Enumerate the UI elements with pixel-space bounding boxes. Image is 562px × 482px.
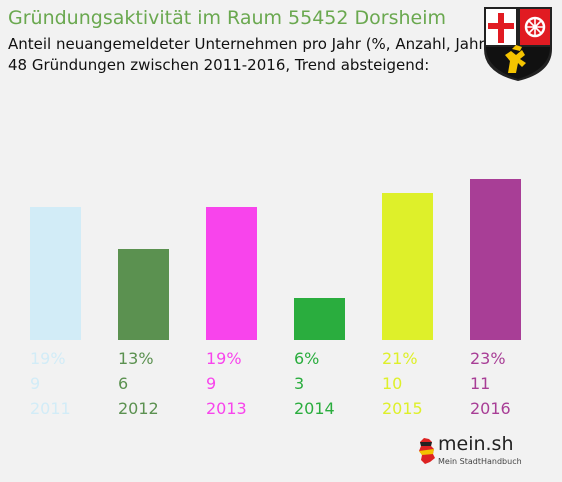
value-label-2011: 19% bbox=[30, 349, 66, 368]
logo-name: mein.sh bbox=[438, 433, 514, 455]
value-label-2015: 21% bbox=[382, 349, 418, 368]
year-label-2012: 2012 bbox=[118, 399, 159, 418]
bar-2014 bbox=[294, 298, 345, 340]
count-label-2016: 11 bbox=[470, 374, 490, 393]
value-label-2014: 6% bbox=[294, 349, 319, 368]
bar-2015 bbox=[382, 193, 433, 340]
year-label-2014: 2014 bbox=[294, 399, 335, 418]
chart-subtitle: Anteil neuangemeldeter Unternehmen pro J… bbox=[8, 35, 491, 53]
year-label-2016: 2016 bbox=[470, 399, 511, 418]
value-label-2013: 19% bbox=[206, 349, 242, 368]
count-label-2015: 10 bbox=[382, 374, 402, 393]
chart-title: Gründungsaktivität im Raum 55452 Dorshei… bbox=[8, 7, 447, 29]
bar-2016 bbox=[470, 179, 521, 340]
year-label-2015: 2015 bbox=[382, 399, 423, 418]
count-label-2012: 6 bbox=[118, 374, 128, 393]
value-label-2016: 23% bbox=[470, 349, 506, 368]
count-label-2014: 3 bbox=[294, 374, 304, 393]
logo-tagline: Mein StadtHandbuch bbox=[438, 457, 522, 466]
germany-map-icon bbox=[419, 438, 435, 464]
year-label-2013: 2013 bbox=[206, 399, 247, 418]
value-label-2012: 13% bbox=[118, 349, 154, 368]
count-label-2011: 9 bbox=[30, 374, 40, 393]
bar-2013 bbox=[206, 207, 257, 340]
count-label-2013: 9 bbox=[206, 374, 216, 393]
mein-sh-logo: mein.sh Mein StadtHandbuch bbox=[418, 433, 524, 473]
year-label-2011: 2011 bbox=[30, 399, 71, 418]
chart-summary: 48 Gründungen zwischen 2011-2016, Trend … bbox=[8, 56, 430, 74]
bar-2011 bbox=[30, 207, 81, 340]
bar-2012 bbox=[118, 249, 169, 340]
coat-of-arms-icon bbox=[484, 7, 552, 81]
